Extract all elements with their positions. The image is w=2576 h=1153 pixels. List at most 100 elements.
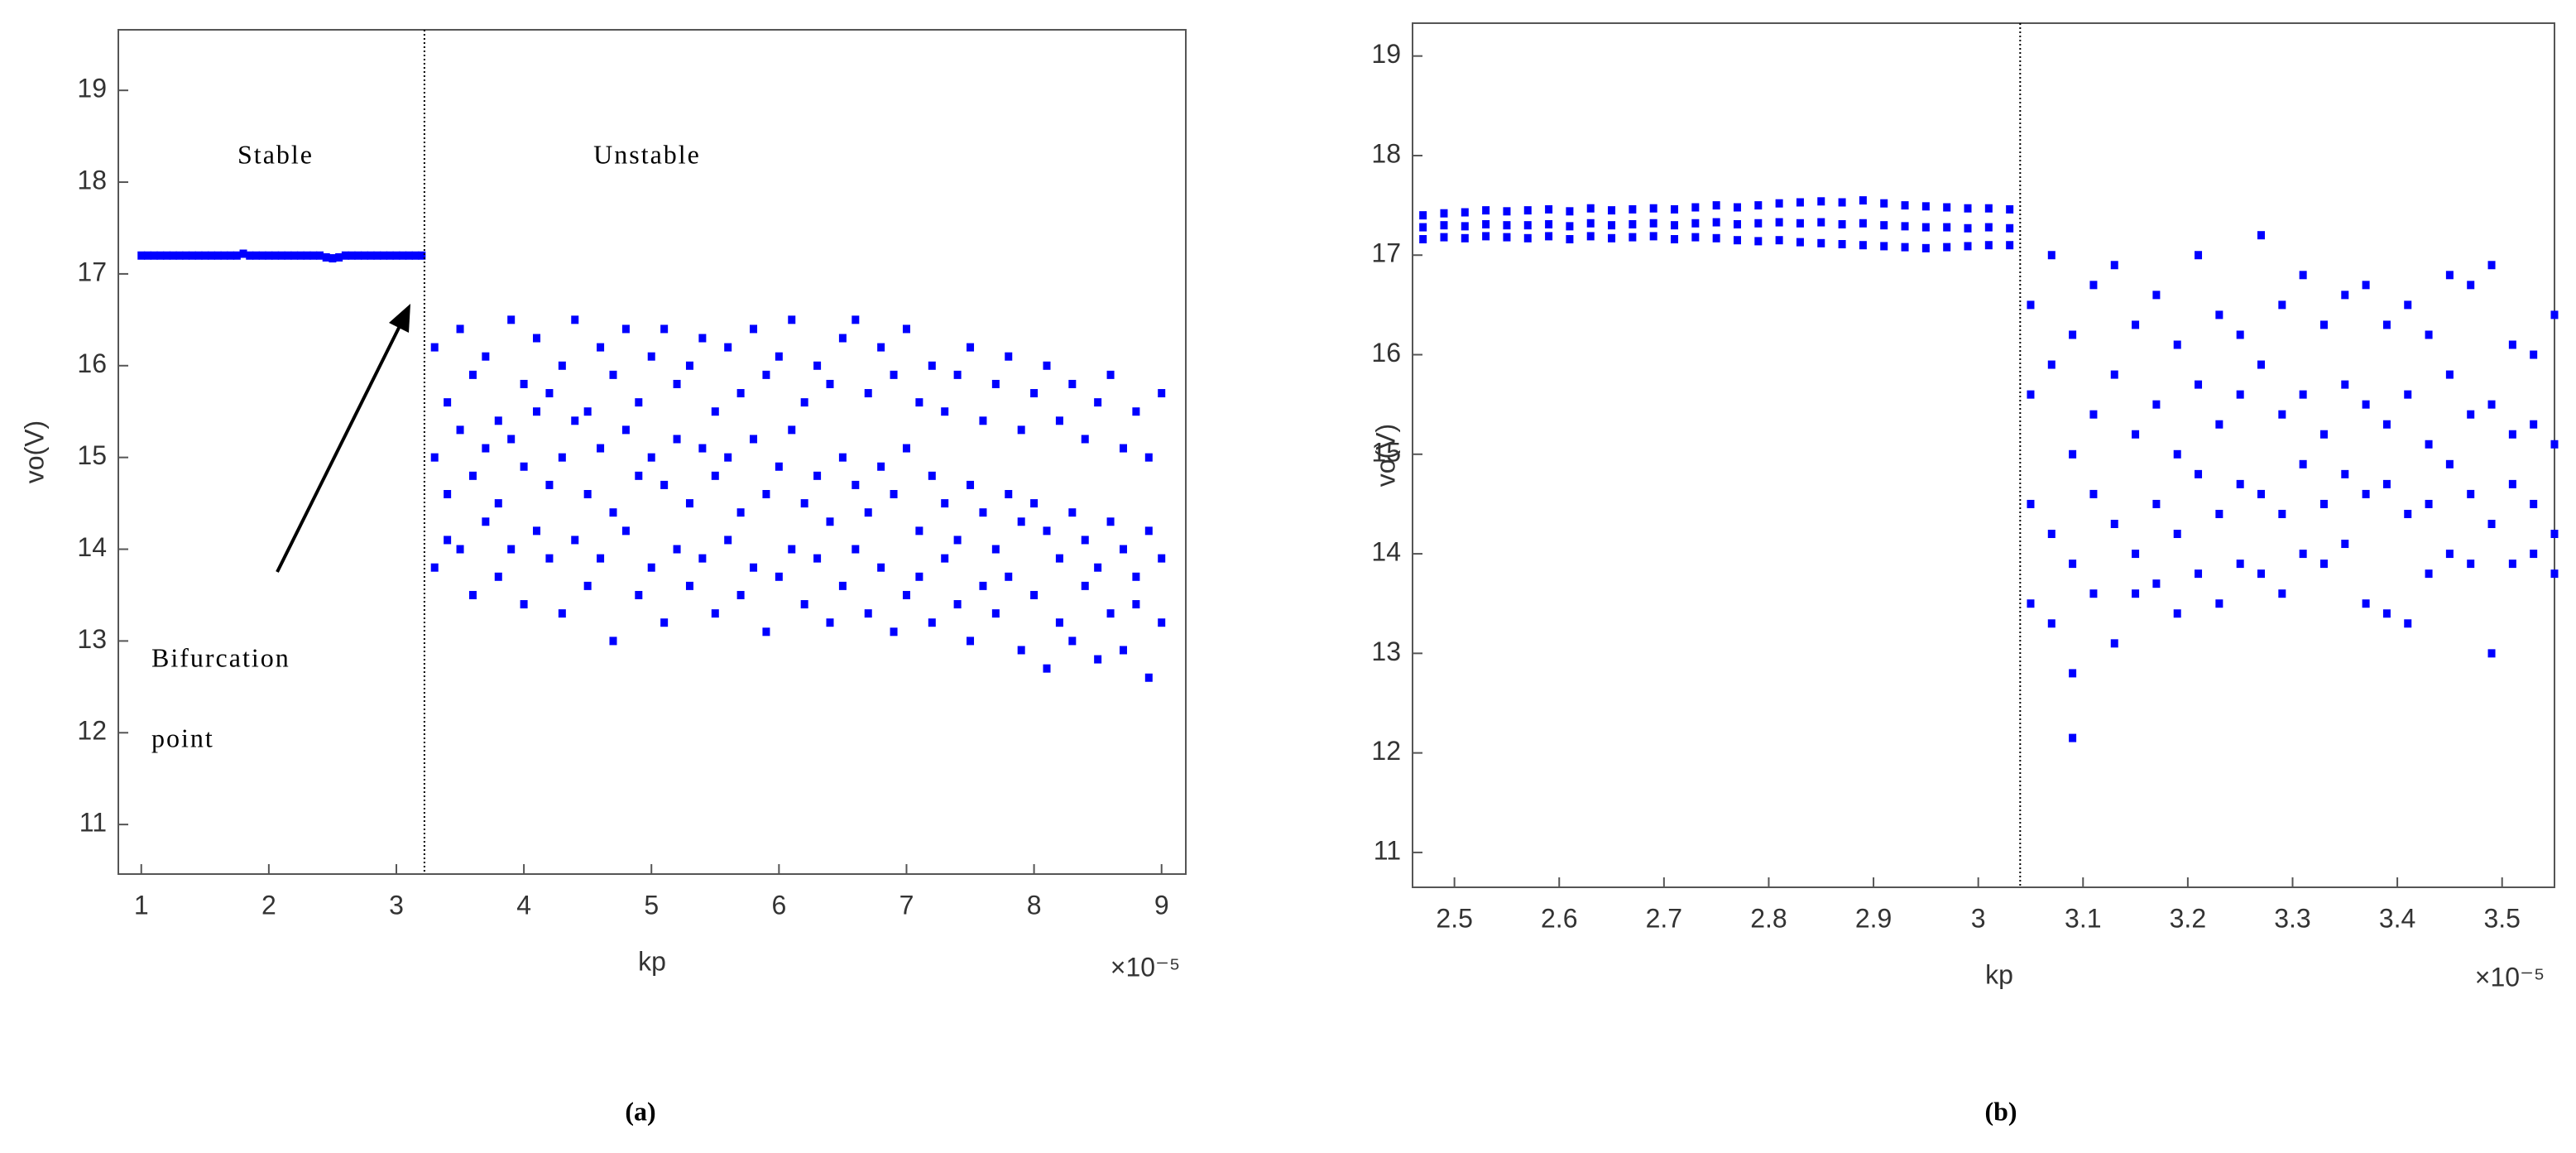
point	[2006, 241, 2014, 250]
point	[2195, 251, 2203, 260]
point	[213, 251, 222, 260]
point	[583, 407, 592, 416]
x-tick-label: 4	[516, 890, 531, 920]
point	[411, 251, 420, 260]
point	[800, 398, 808, 407]
point	[890, 490, 898, 498]
x-multiplier: ×10⁻⁵	[2475, 962, 2545, 992]
point	[182, 251, 190, 260]
point	[418, 251, 426, 260]
arrow-head	[389, 304, 410, 333]
point	[1068, 379, 1077, 388]
point	[1440, 209, 1448, 218]
point	[2341, 540, 2349, 549]
y-tick-label: 16	[1371, 338, 1401, 368]
point	[482, 352, 490, 361]
point	[2341, 469, 2349, 478]
point	[877, 563, 885, 572]
point	[2299, 550, 2307, 559]
point	[1712, 233, 1720, 243]
point	[2487, 519, 2496, 528]
point	[2069, 733, 2077, 742]
point	[2382, 420, 2391, 429]
point	[2152, 579, 2161, 589]
point	[143, 251, 151, 260]
point	[277, 251, 285, 260]
point	[2027, 499, 2035, 508]
point	[1158, 618, 1166, 627]
point	[252, 251, 260, 260]
point	[430, 453, 439, 462]
point	[2404, 509, 2412, 518]
point	[673, 379, 681, 388]
point	[2215, 599, 2223, 608]
point	[1943, 223, 1951, 232]
point	[750, 435, 758, 444]
y-tick-label: 15	[1371, 437, 1401, 467]
point	[1921, 223, 1930, 232]
point	[2069, 449, 2077, 459]
point	[838, 453, 847, 462]
point	[1068, 508, 1077, 517]
point	[1158, 389, 1166, 398]
y-axis-label: vo(V)	[19, 420, 49, 483]
point	[1030, 499, 1039, 508]
point	[1586, 219, 1595, 228]
y-tick-label: 14	[77, 532, 107, 562]
point	[1671, 235, 1679, 243]
point	[1419, 211, 1427, 220]
point	[468, 471, 477, 480]
point	[533, 407, 541, 416]
point	[660, 480, 669, 489]
point	[2467, 489, 2475, 498]
point	[2487, 261, 2496, 270]
point	[1754, 201, 1763, 210]
x-tick-label: 3.1	[2065, 903, 2101, 933]
x-tick-label: 3.4	[2379, 903, 2415, 933]
point	[1775, 199, 1783, 208]
point	[309, 251, 318, 260]
point	[711, 471, 719, 480]
point	[1144, 453, 1153, 462]
point	[1880, 221, 1888, 230]
point	[1817, 238, 1825, 247]
y-tick-label: 19	[1371, 39, 1401, 69]
point	[1733, 203, 1741, 212]
point	[2508, 560, 2516, 569]
point	[1158, 554, 1166, 563]
point	[456, 545, 464, 554]
point	[2319, 499, 2328, 508]
point	[137, 251, 146, 260]
point	[2047, 619, 2056, 628]
point	[2362, 400, 2370, 409]
plot-area	[118, 29, 1187, 875]
point	[227, 251, 235, 260]
point	[698, 334, 707, 343]
point	[2236, 330, 2244, 339]
point	[1733, 219, 1741, 228]
point	[507, 435, 516, 444]
point	[2425, 499, 2433, 508]
point	[2257, 360, 2266, 369]
point	[2550, 530, 2559, 539]
point	[558, 361, 566, 370]
y-tick-label: 12	[1371, 736, 1401, 766]
point	[1796, 219, 1804, 228]
point	[1030, 389, 1039, 398]
point	[558, 609, 566, 618]
point	[838, 334, 847, 343]
point	[826, 379, 834, 388]
point	[1503, 233, 1511, 242]
point	[813, 471, 822, 480]
point	[597, 554, 605, 563]
point	[864, 508, 872, 517]
point	[1649, 232, 1657, 241]
y-tick-label: 17	[1371, 238, 1401, 268]
x-tick-label: 2.8	[1750, 903, 1787, 933]
point	[647, 453, 655, 462]
point	[1094, 655, 1102, 664]
point	[2530, 350, 2538, 359]
point	[2110, 370, 2118, 379]
point	[1921, 243, 1930, 252]
